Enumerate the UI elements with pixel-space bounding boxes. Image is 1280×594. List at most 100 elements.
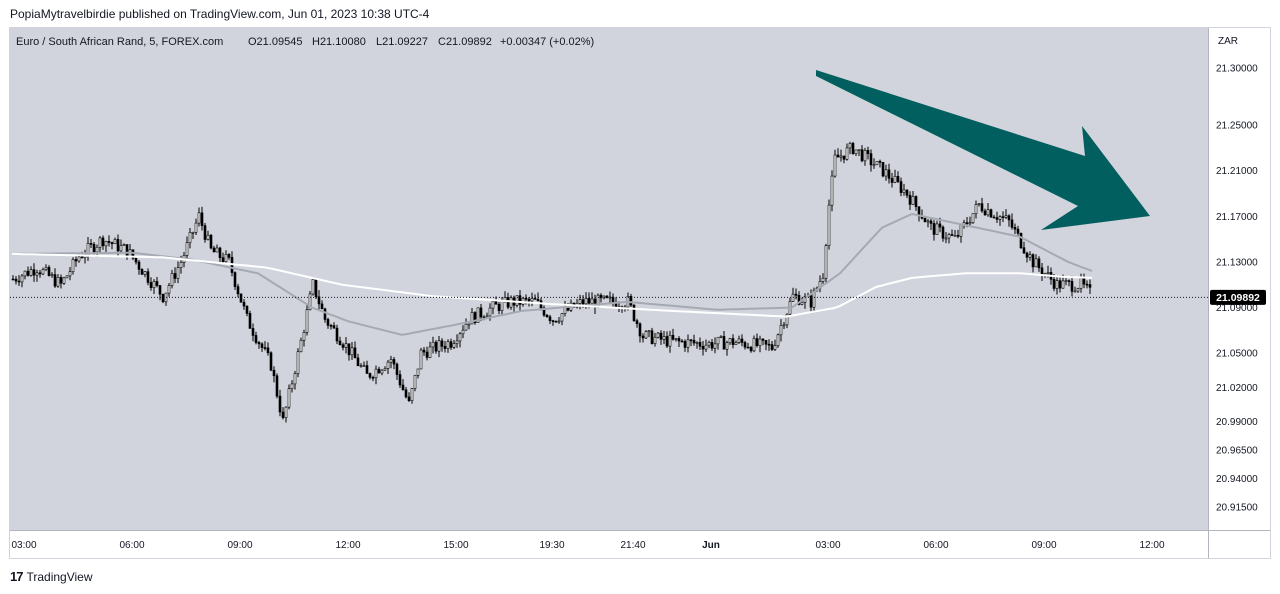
candle-body (428, 346, 432, 358)
ohlc-low: L21.09227 (376, 36, 428, 48)
candle-body (332, 325, 336, 329)
candle-body (941, 226, 945, 239)
candle-body (134, 257, 138, 263)
candle-body (929, 220, 933, 224)
candle-body (977, 203, 981, 205)
candle-body (317, 296, 321, 305)
candle-body (926, 220, 930, 223)
candle-body (302, 332, 306, 341)
candle-body (104, 241, 108, 247)
time-tick-label: 19:30 (539, 540, 564, 551)
candle-body (26, 270, 30, 276)
candle-body (650, 330, 654, 344)
candle-body (365, 365, 369, 374)
candle-body (155, 281, 159, 286)
candle-body (899, 181, 903, 193)
candle-body (278, 395, 282, 413)
candle-body (206, 234, 210, 240)
candle-body (1088, 284, 1092, 288)
candle-body (218, 247, 222, 259)
candle-body (269, 352, 273, 371)
candle-body (851, 143, 855, 154)
candle-body (266, 347, 270, 354)
footer-brand[interactable]: 17 TradingView (10, 569, 93, 584)
tradingview-logo-icon: 17 (10, 569, 24, 584)
candle-body (92, 243, 96, 253)
candle-body (611, 296, 615, 303)
candle-body (221, 257, 225, 263)
candle-body (260, 343, 264, 348)
candle-body (653, 336, 657, 344)
current-price-label: 21.09892 (1216, 292, 1260, 304)
candle-body (719, 336, 723, 338)
candle-body (770, 344, 774, 350)
candle-body (377, 368, 381, 374)
candle-body (782, 324, 786, 327)
price-tick-label: 21.17000 (1216, 212, 1258, 223)
candle-body (374, 368, 378, 379)
candle-body (395, 363, 399, 375)
candle-body (344, 343, 348, 348)
candle-body (506, 297, 510, 308)
candle-body (215, 247, 219, 253)
candle-body (1001, 216, 1005, 218)
ohlc-change: +0.00347 (+0.02%) (500, 36, 594, 48)
candle-body (683, 341, 687, 348)
candle-body (401, 384, 405, 391)
time-tick-label: 06:00 (119, 540, 144, 551)
candle-body (464, 323, 468, 331)
candle-body (842, 155, 846, 160)
price-axis-ticks: 21.30000 21.25000 21.21000 21.17000 21.13000… (1216, 63, 1258, 513)
candle-body (140, 269, 144, 275)
candle-body (905, 189, 909, 196)
candle-body (701, 346, 705, 350)
candle-body (587, 298, 591, 304)
ohlc-high: H21.10080 (312, 36, 366, 48)
candle-body (953, 235, 957, 237)
candle-body (923, 218, 927, 223)
candle-body (419, 349, 423, 370)
price-chart[interactable]: Euro / South African Rand, 5, FOREX.com … (10, 28, 1270, 558)
ohlc-close: C21.09892 (438, 36, 492, 48)
candle-body (77, 256, 81, 262)
candle-body (449, 341, 453, 348)
candle-body (707, 342, 711, 346)
candle-body (407, 396, 411, 401)
candle-body (746, 346, 750, 349)
candle-body (992, 216, 996, 219)
price-tick-label: 20.99000 (1216, 417, 1258, 428)
candle-body (854, 149, 858, 154)
candle-body (389, 359, 393, 363)
candle-body (287, 388, 291, 408)
candle-body (17, 280, 21, 283)
candle-body (752, 338, 756, 352)
currency-label: ZAR (1218, 36, 1238, 47)
candle-body (554, 320, 558, 323)
candle-body (911, 196, 915, 205)
candle-body (641, 335, 645, 339)
candle-body (1061, 280, 1065, 289)
time-tick-label: 03:00 (11, 540, 36, 551)
candle-body (1040, 267, 1044, 275)
candle-body (656, 332, 660, 338)
candle-body (335, 327, 339, 342)
candle-body (98, 237, 102, 248)
candle-body (764, 340, 768, 345)
candle-body (32, 269, 36, 276)
candle-body (827, 204, 831, 246)
candle-body (875, 160, 879, 166)
candle-body (551, 320, 555, 322)
candle-body (44, 267, 48, 270)
candle-body (908, 194, 912, 205)
candle-body (902, 189, 906, 193)
candle-body (455, 340, 459, 344)
candle-body (359, 365, 363, 367)
candle-body (65, 275, 69, 279)
candle-body (1013, 227, 1017, 230)
candle-body (212, 247, 216, 253)
time-tick-label: 03:00 (815, 540, 840, 551)
candle-body (116, 239, 120, 252)
time-tick-label: 12:00 (335, 540, 360, 551)
candle-body (23, 270, 27, 277)
candle-body (1058, 280, 1062, 289)
